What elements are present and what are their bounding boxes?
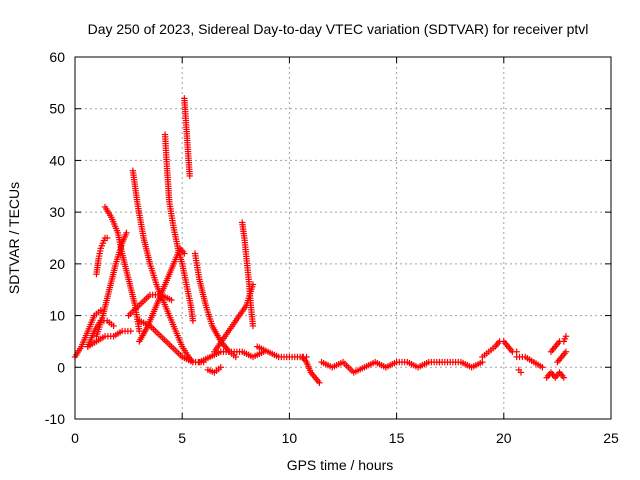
x-tick-label: 10	[282, 430, 298, 446]
x-tick-label: 20	[496, 430, 512, 446]
data-point	[123, 229, 130, 237]
data-point	[103, 234, 111, 242]
data-point	[249, 322, 257, 330]
x-tick-label: 5	[178, 430, 186, 446]
data-point	[562, 348, 570, 355]
y-tick-label: 20	[49, 256, 65, 272]
data-point	[517, 369, 525, 376]
data-point	[560, 374, 568, 381]
data-point	[127, 327, 134, 335]
data-point	[539, 364, 546, 371]
data-point	[316, 379, 323, 386]
data-point	[232, 353, 239, 361]
data-point	[186, 172, 193, 180]
y-tick-label: 30	[49, 204, 65, 220]
x-tick-label: 0	[71, 430, 79, 446]
x-axis-label: GPS time / hours	[287, 457, 394, 473]
axis-ticks: 0 5 10 15 20 25 -10 0 10 20 30 40 50 60	[45, 49, 619, 446]
data-point	[249, 281, 257, 288]
x-tick-label: 15	[389, 430, 405, 446]
data-points	[71, 95, 570, 386]
data-point	[136, 327, 143, 335]
data-point	[110, 322, 117, 330]
y-tick-label: 50	[49, 101, 65, 117]
data-point	[181, 250, 188, 257]
plot-frame	[74, 56, 612, 420]
data-point	[562, 333, 570, 340]
y-tick-label: 0	[57, 359, 65, 375]
y-tick-label: 10	[49, 308, 65, 324]
x-tick-label: 25	[603, 430, 619, 446]
y-axis-label: SDTVAR / TECUs	[6, 182, 22, 294]
y-tick-label: -10	[45, 411, 65, 427]
y-tick-label: 60	[49, 49, 65, 65]
data-point	[168, 296, 175, 304]
chart-title: Day 250 of 2023, Sidereal Day-to-day VTE…	[88, 21, 589, 37]
y-tick-label: 40	[49, 152, 65, 168]
data-point	[217, 364, 224, 371]
data-point	[189, 317, 197, 324]
grid	[75, 57, 611, 419]
